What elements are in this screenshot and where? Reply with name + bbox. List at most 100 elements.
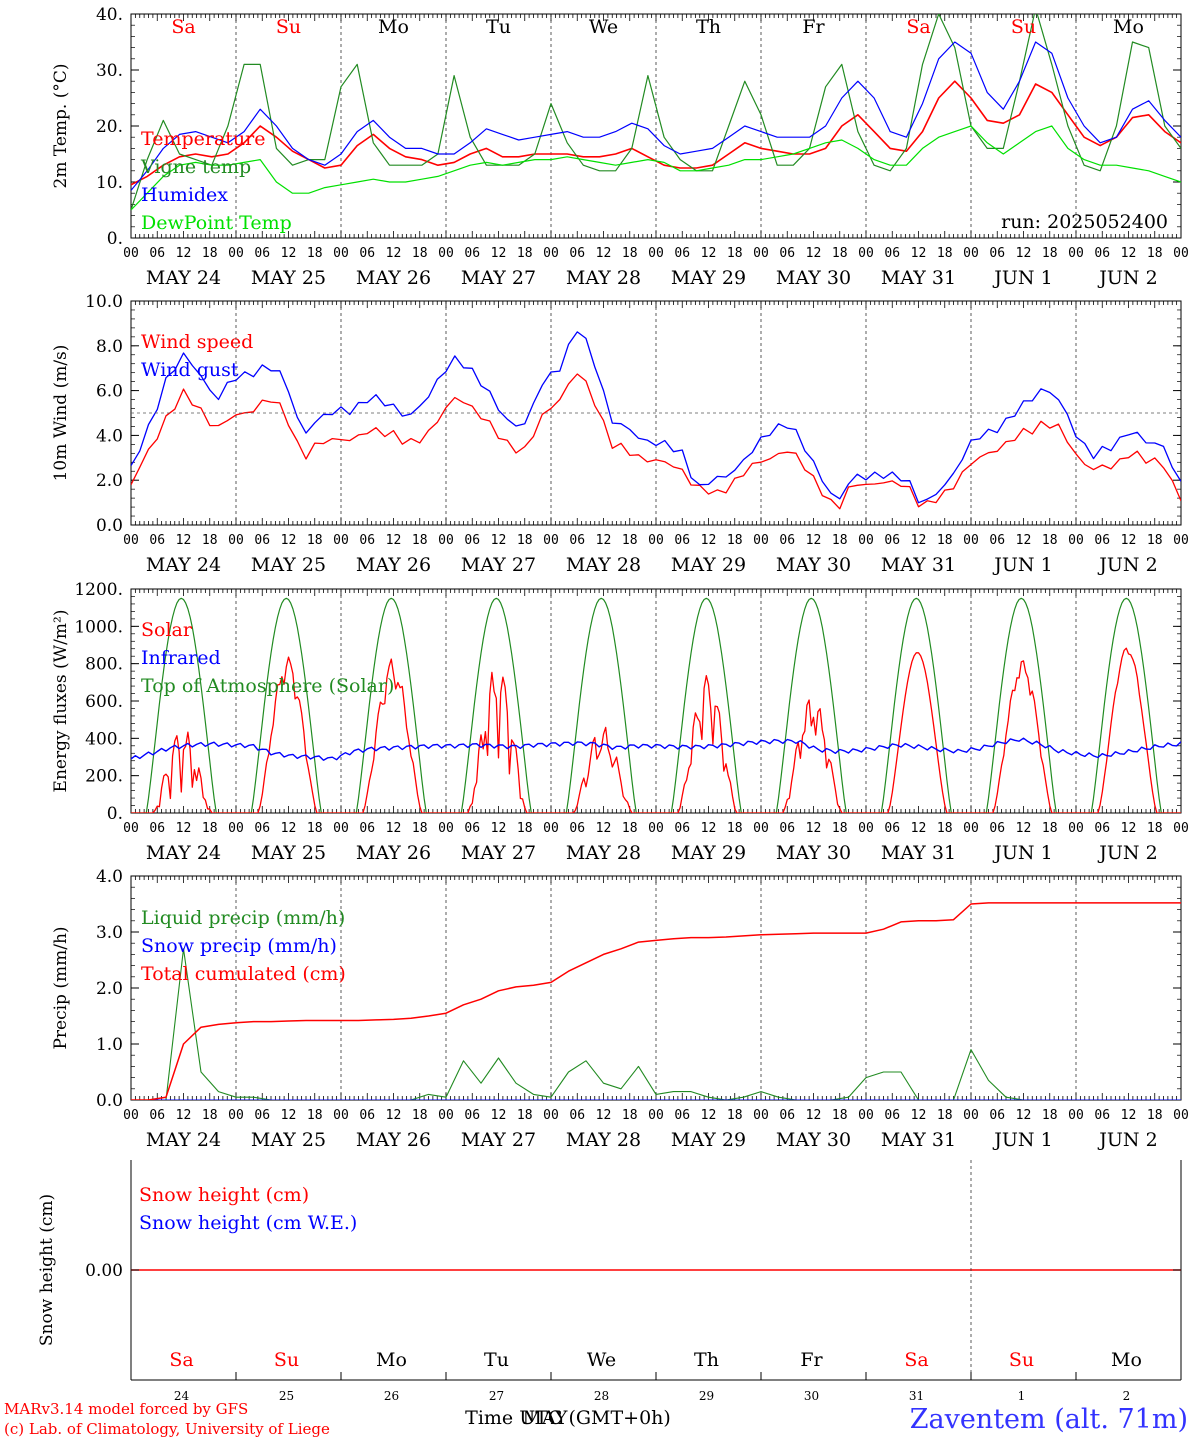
hour-label: 00 <box>858 1108 874 1123</box>
y-tick-label: 6.0 <box>96 382 123 402</box>
hour-label: 00 <box>543 246 559 261</box>
hour-label: 12 <box>491 821 507 836</box>
hour-label: 18 <box>202 821 218 836</box>
hour-label: 12 <box>176 821 192 836</box>
day-name: Tu <box>486 16 511 38</box>
date-label: MAY 31 <box>881 842 956 864</box>
hour-label: 18 <box>937 533 953 548</box>
day-name: Fr <box>800 1349 823 1371</box>
hour-label: 00 <box>333 1108 349 1123</box>
hour-label: 00 <box>543 821 559 836</box>
hour-label: 18 <box>832 246 848 261</box>
hour-label: 18 <box>1042 1108 1058 1123</box>
hour-label: 18 <box>1147 246 1163 261</box>
day-number: 2 <box>1123 1389 1131 1403</box>
plot-area <box>131 14 1181 211</box>
date-label: MAY 31 <box>881 267 956 289</box>
hour-label: 18 <box>307 821 323 836</box>
hour-label: 18 <box>1042 246 1058 261</box>
y-tick-label: 1000. <box>74 617 123 637</box>
credit-line-1: MARv3.14 model forced by GFS <box>4 1400 248 1418</box>
day-number: 27 <box>489 1389 504 1403</box>
hour-label: 00 <box>123 533 139 548</box>
hour-label: 06 <box>779 1108 795 1123</box>
hour-label: 12 <box>806 246 822 261</box>
hour-label: 18 <box>307 1108 323 1123</box>
date-label: JUN 1 <box>992 267 1052 289</box>
date-label: MAY 27 <box>461 1129 536 1151</box>
hour-label: 12 <box>491 246 507 261</box>
hour-label: 06 <box>464 821 480 836</box>
y-tick-label: 600. <box>85 692 123 712</box>
hour-label: 00 <box>228 533 244 548</box>
hour-label: 18 <box>832 533 848 548</box>
day-name: Sa <box>169 1349 193 1371</box>
hour-label: 18 <box>1042 821 1058 836</box>
hour-label: 18 <box>832 821 848 836</box>
y-tick-label: 0.0 <box>96 516 123 536</box>
date-label: JUN 1 <box>992 1129 1052 1151</box>
hour-label: 12 <box>1121 1108 1137 1123</box>
y-tick-label: 2.0 <box>96 471 123 491</box>
legend-solar: Solar <box>141 619 193 641</box>
hour-label: 12 <box>1121 533 1137 548</box>
hour-label: 06 <box>1094 1108 1110 1123</box>
legend-top-of-atmosphere-solar-: Top of Atmosphere (Solar) <box>141 675 394 697</box>
hour-label: 00 <box>648 1108 664 1123</box>
day-name: Tu <box>484 1349 509 1371</box>
hour-label: 06 <box>569 533 585 548</box>
hour-label: 06 <box>569 1108 585 1123</box>
hour-label: 12 <box>281 246 297 261</box>
hour-label: 00 <box>963 821 979 836</box>
hour-label: 18 <box>832 1108 848 1123</box>
hour-label: 00 <box>1068 246 1084 261</box>
hour-label: 18 <box>937 821 953 836</box>
hour-label: 00 <box>1173 246 1189 261</box>
run-annotation: run: 2025052400 <box>1001 211 1168 233</box>
hour-label: 06 <box>674 533 690 548</box>
hour-label: 06 <box>569 821 585 836</box>
hour-label: 00 <box>963 1108 979 1123</box>
hour-label: 18 <box>727 246 743 261</box>
legend-liquid-precip-mm-h-: Liquid precip (mm/h) <box>141 907 345 929</box>
hour-label: 12 <box>386 821 402 836</box>
hour-label: 12 <box>1016 246 1032 261</box>
panel-temperature: 0. 10. 20. 30. 40. 2m Temp. (°C) 00 06 12 18 MAY 2… <box>51 5 1189 289</box>
y-tick-label: 4.0 <box>96 867 123 887</box>
day-name: We <box>587 1349 616 1371</box>
hour-label: 12 <box>1121 246 1137 261</box>
hour-label: 00 <box>438 1108 454 1123</box>
hour-label: 18 <box>412 533 428 548</box>
hour-label: 18 <box>307 246 323 261</box>
hour-label: 06 <box>149 533 165 548</box>
hour-label: 18 <box>412 246 428 261</box>
hour-label: 18 <box>727 821 743 836</box>
hour-label: 06 <box>149 1108 165 1123</box>
hour-label: 06 <box>989 246 1005 261</box>
hour-label: 00 <box>333 821 349 836</box>
hour-label: 00 <box>1173 533 1189 548</box>
plot-area <box>131 597 1181 813</box>
y-tick-label: 400. <box>85 729 123 749</box>
y-tick-label: 8.0 <box>96 337 123 357</box>
legend-infrared: Infrared <box>141 647 221 669</box>
hour-label: 06 <box>1094 246 1110 261</box>
date-label: MAY 25 <box>251 1129 326 1151</box>
hour-label: 06 <box>1094 821 1110 836</box>
plot-area <box>131 331 1181 510</box>
hour-label: 18 <box>727 533 743 548</box>
hour-label: 12 <box>281 821 297 836</box>
legend-vigne-temp: Vigne temp <box>140 156 251 178</box>
hour-label: 06 <box>674 1108 690 1123</box>
legend-wind-speed: Wind speed <box>141 331 253 353</box>
legend-dewpoint-temp: DewPoint Temp <box>141 212 292 234</box>
day-name: Mo <box>376 1349 407 1371</box>
legend-snow-precip-mm-h-: Snow precip (mm/h) <box>141 935 337 957</box>
date-label: MAY 26 <box>356 842 431 864</box>
day-number: 30 <box>804 1389 819 1403</box>
hour-label: 06 <box>674 821 690 836</box>
hour-label: 00 <box>858 533 874 548</box>
day-name: Su <box>1009 1349 1034 1371</box>
hour-label: 06 <box>254 1108 270 1123</box>
hour-label: 12 <box>911 246 927 261</box>
